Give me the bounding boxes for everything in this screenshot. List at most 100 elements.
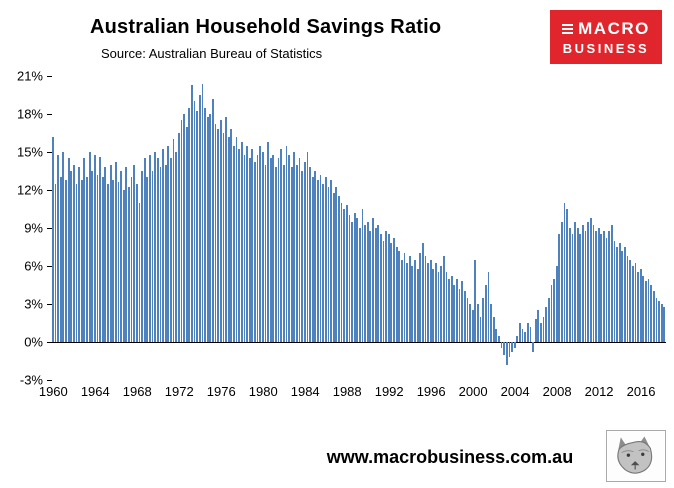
- y-tick-mark: [47, 304, 52, 305]
- x-tick-label: 1976: [206, 384, 236, 399]
- bar: [571, 234, 574, 342]
- bar: [135, 183, 138, 342]
- bar: [427, 263, 429, 342]
- bar: [251, 149, 254, 342]
- x-tick-label: 1996: [416, 384, 446, 399]
- bar: [605, 238, 608, 342]
- bar: [93, 154, 96, 342]
- bar: [188, 107, 191, 342]
- bar: [642, 276, 645, 342]
- bar: [610, 225, 613, 342]
- bar: [154, 152, 157, 342]
- bar: [490, 304, 492, 342]
- bar: [458, 288, 461, 342]
- bar: [209, 114, 212, 342]
- bar: [164, 164, 167, 342]
- bar: [385, 230, 388, 342]
- bar: [477, 304, 479, 342]
- bar: [227, 136, 230, 342]
- chart-title: Australian Household Savings Ratio: [90, 16, 442, 38]
- bar: [445, 272, 448, 342]
- bar: [193, 101, 196, 342]
- y-tick-mark: [47, 76, 52, 77]
- x-tick-label: 2004: [500, 384, 530, 399]
- bar: [516, 335, 519, 342]
- bar: [96, 174, 99, 342]
- x-tick-label: 2000: [458, 384, 488, 399]
- bar: [421, 243, 424, 342]
- bar: [327, 187, 330, 342]
- bar: [393, 238, 395, 342]
- bar: [634, 263, 637, 342]
- bar: [411, 266, 414, 342]
- bar: [225, 116, 227, 342]
- bar: [125, 167, 128, 342]
- y-tick-label: -3%: [19, 372, 43, 388]
- bar: [120, 171, 122, 342]
- x-tick-label: 1992: [374, 384, 404, 399]
- bar: [57, 154, 60, 342]
- bar: [479, 316, 482, 342]
- bar: [130, 177, 133, 342]
- bar: [553, 278, 555, 342]
- bar: [88, 152, 91, 342]
- bar: [498, 335, 500, 342]
- bar: [437, 272, 440, 342]
- x-tick-label: 1968: [122, 384, 152, 399]
- y-tick-mark: [47, 114, 52, 115]
- bar: [298, 158, 301, 342]
- macrobusiness-logo: MACRO BUSINESS: [550, 10, 662, 64]
- bar: [75, 183, 78, 342]
- bar: [624, 247, 626, 342]
- bar: [156, 158, 159, 342]
- y-tick-mark: [47, 228, 52, 229]
- bar: [463, 291, 466, 342]
- bar: [141, 171, 143, 342]
- x-tick-label: 2016: [626, 384, 656, 399]
- bar: [240, 141, 243, 342]
- bar: [621, 250, 624, 342]
- bar: [608, 230, 611, 342]
- bar: [645, 281, 647, 342]
- logo-text-business: BUSINESS: [562, 40, 650, 56]
- bar: [374, 228, 377, 342]
- y-tick-mark: [47, 342, 52, 343]
- y-tick-label: 12%: [16, 182, 43, 198]
- wolf-icon: [617, 436, 653, 474]
- bar: [62, 152, 65, 342]
- bar: [558, 234, 561, 342]
- bar: [432, 268, 435, 342]
- bar: [143, 158, 146, 342]
- x-axis: 1960 1964 1968 1972 1976 1980 1984 1988 1992 1996…: [39, 380, 666, 402]
- bar: [335, 187, 338, 342]
- bar: [54, 183, 57, 342]
- bar: [112, 179, 115, 342]
- bar: [78, 167, 81, 342]
- bar: [500, 342, 503, 349]
- bar: [582, 225, 584, 342]
- bar: [461, 281, 464, 342]
- bar: [613, 240, 616, 342]
- bar: [101, 177, 104, 342]
- bar: [663, 306, 666, 342]
- bar: [303, 162, 306, 342]
- bar: [122, 190, 125, 342]
- bar: [555, 266, 558, 342]
- bar: [264, 164, 267, 342]
- bar: [505, 342, 508, 365]
- chart-source: Source: Australian Bureau of Statistics: [101, 46, 323, 61]
- bar: [212, 98, 214, 342]
- y-tick-label: 0%: [24, 334, 43, 350]
- bar: [104, 167, 107, 342]
- bar: [277, 158, 280, 342]
- bar: [196, 111, 199, 342]
- bar: [416, 268, 419, 342]
- bar: [319, 174, 322, 342]
- bar: [406, 263, 408, 342]
- bar: [537, 310, 540, 342]
- bar: [487, 272, 490, 342]
- bar: [296, 164, 298, 342]
- bar: [440, 266, 443, 342]
- bar: [330, 179, 332, 342]
- bar: [618, 243, 621, 342]
